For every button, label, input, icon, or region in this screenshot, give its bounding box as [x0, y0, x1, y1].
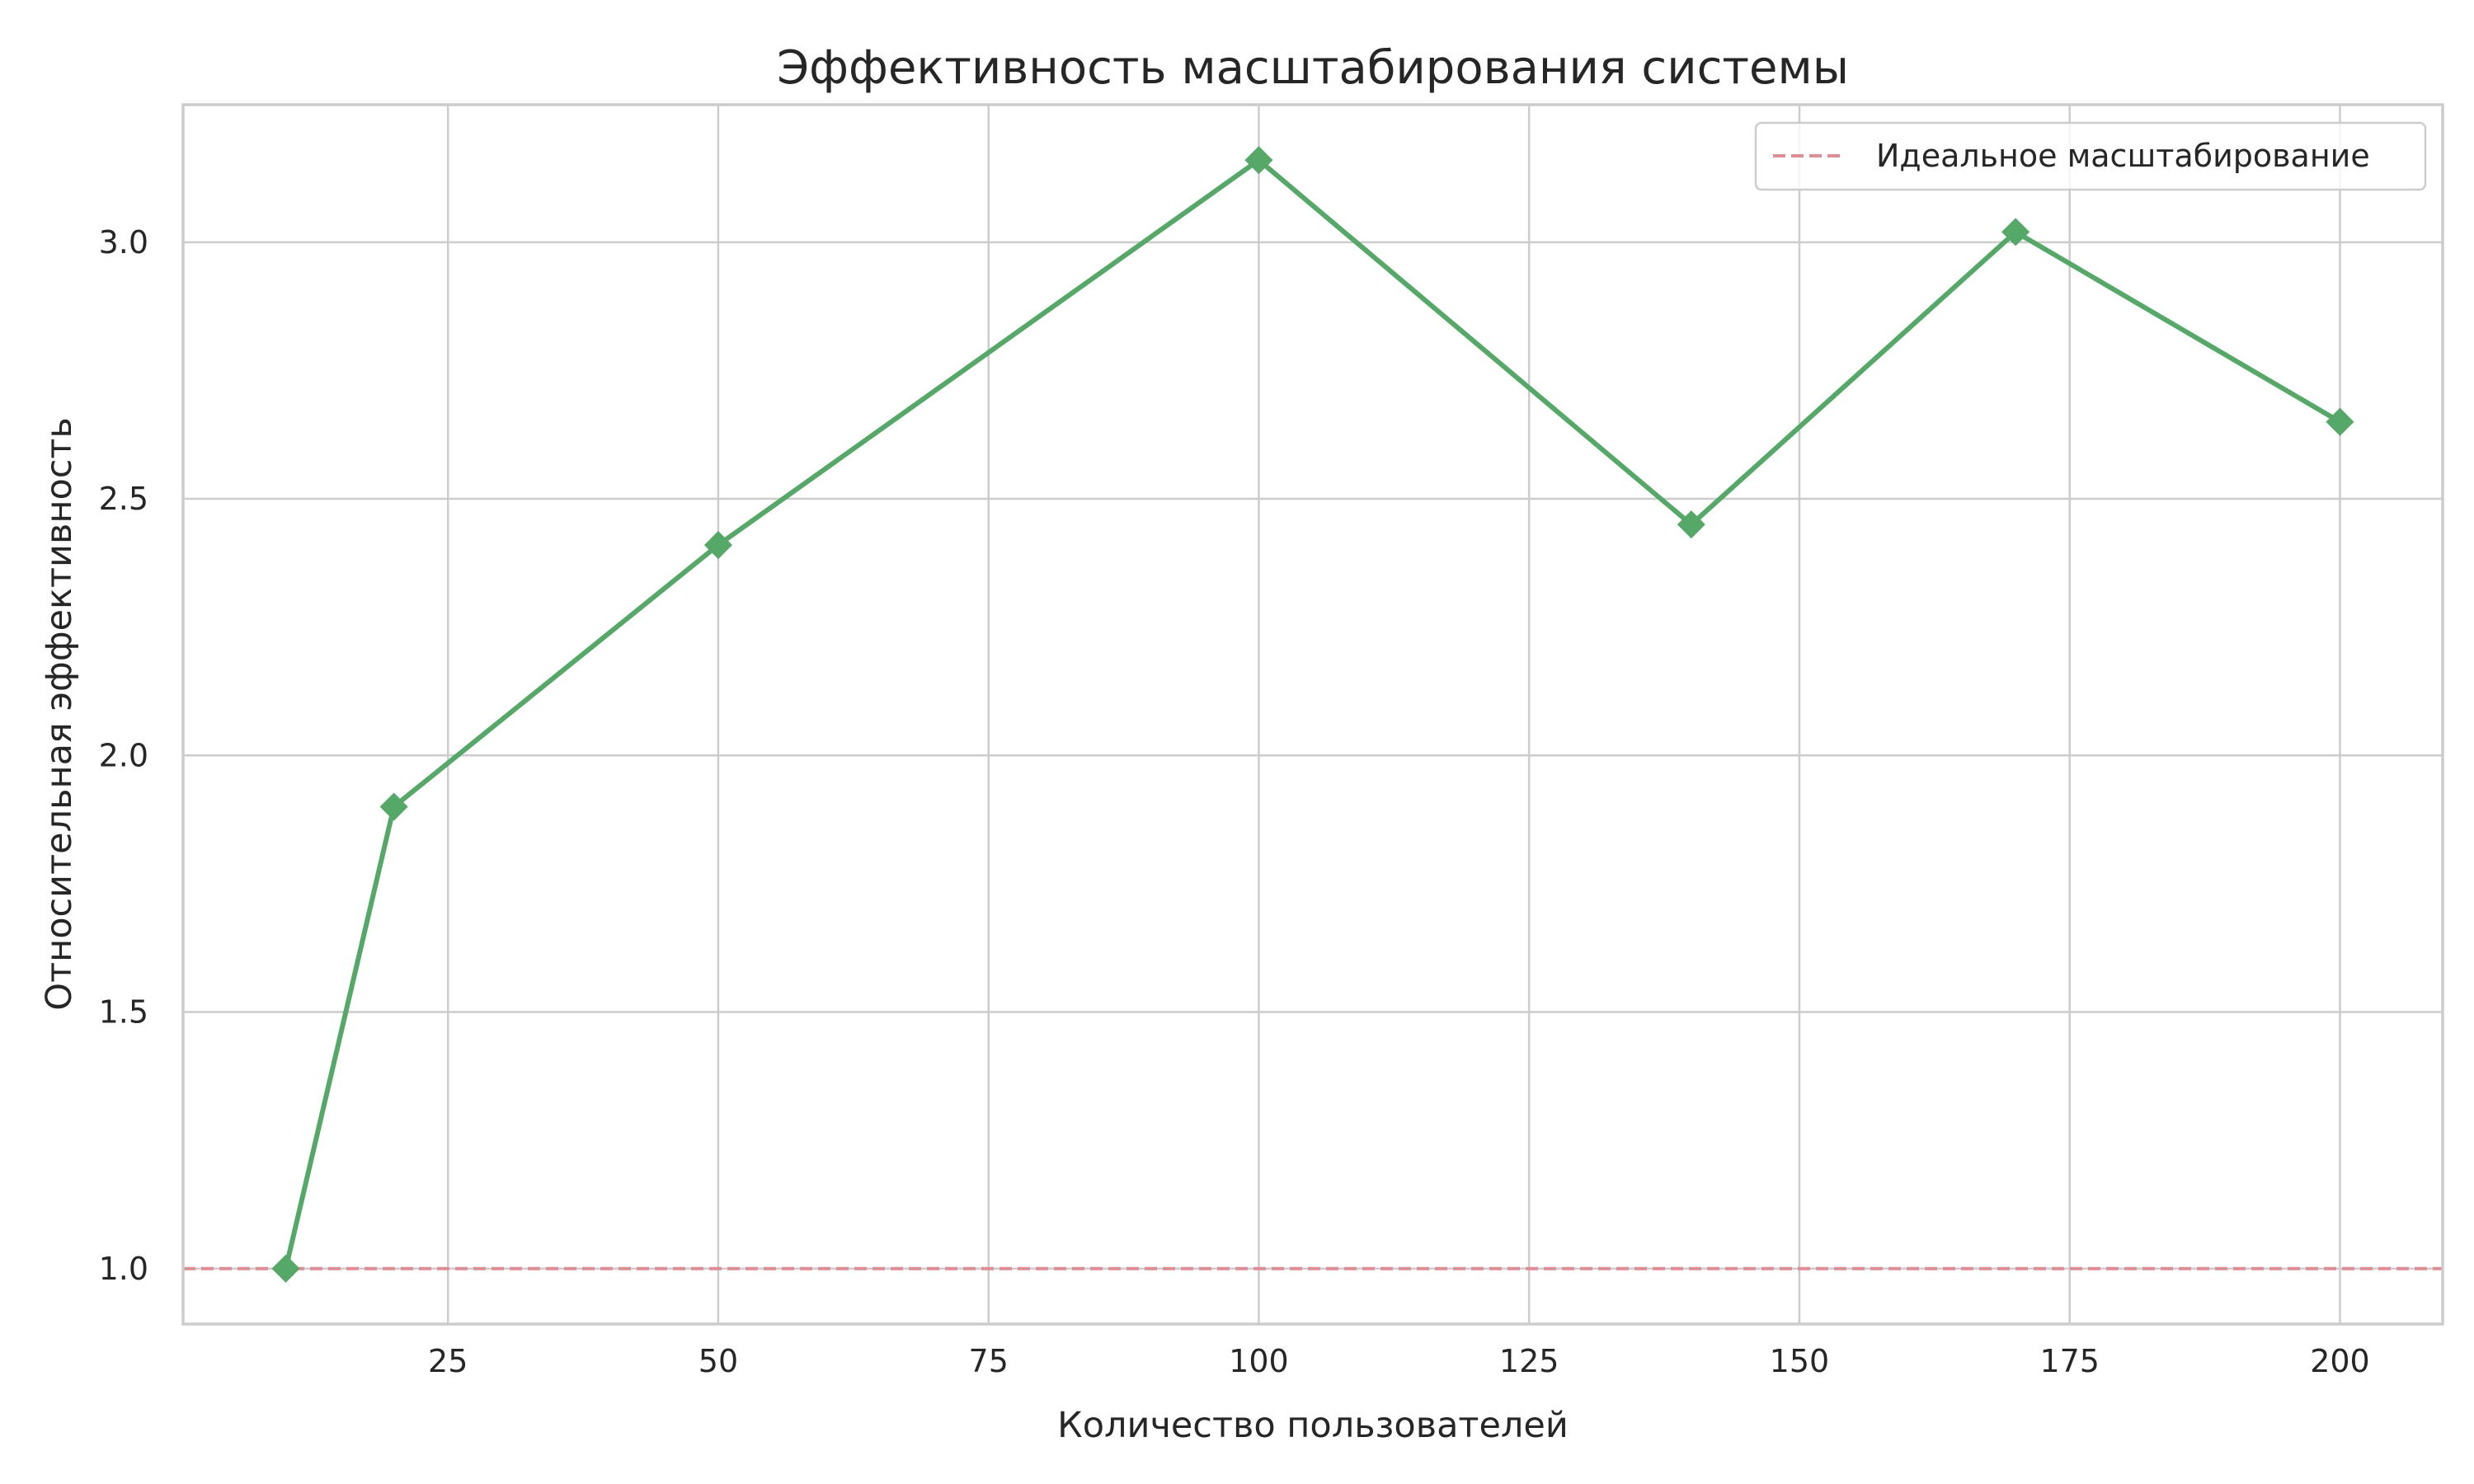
y-axis-title: Относительная эффективность — [39, 417, 80, 1011]
series-layer — [271, 146, 2354, 1283]
y-tick-label: 1.0 — [99, 1251, 148, 1287]
x-tick-label: 150 — [1770, 1343, 1830, 1379]
data-point-marker — [271, 1254, 300, 1283]
data-point-marker — [379, 792, 408, 821]
data-point-marker — [703, 531, 733, 560]
x-tick-labels: 25 50 75 100 125 150 175 200 — [428, 1343, 2370, 1379]
y-tick-label: 3.0 — [99, 224, 148, 261]
data-point-marker — [2001, 218, 2030, 247]
x-tick-label: 175 — [2039, 1343, 2100, 1379]
x-tick-label: 50 — [698, 1343, 738, 1379]
legend: Идеальное масштабирование — [1754, 121, 2427, 191]
legend-label: Идеальное масштабирование — [1876, 138, 2370, 174]
y-tick-label: 2.5 — [99, 481, 148, 517]
x-tick-label: 25 — [428, 1343, 468, 1379]
x-tick-label: 200 — [2310, 1343, 2370, 1379]
x-axis-title: Количество пользователей — [1057, 1405, 1569, 1446]
y-tick-label: 2.0 — [99, 737, 148, 773]
plot-area-frame — [181, 103, 2444, 1326]
y-tick-labels: 1.0 1.5 2.0 2.5 3.0 — [99, 224, 148, 1287]
data-point-marker — [1677, 510, 1705, 539]
y-tick-label: 1.5 — [99, 994, 148, 1031]
legend-frame — [1754, 121, 2427, 191]
x-tick-label: 75 — [969, 1343, 1009, 1379]
data-point-marker — [2326, 407, 2354, 436]
chart-title: Эффективность масштабирования системы — [777, 41, 1849, 95]
data-point-marker — [1244, 146, 1273, 175]
x-tick-label: 125 — [1499, 1343, 1559, 1379]
x-tick-label: 100 — [1229, 1343, 1289, 1379]
